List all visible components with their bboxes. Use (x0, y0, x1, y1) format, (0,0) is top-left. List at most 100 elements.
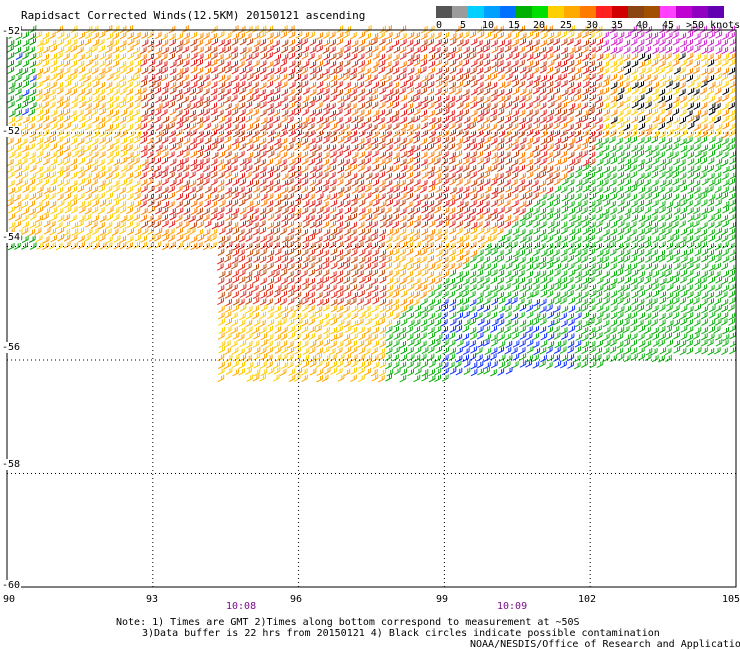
wind-barb (504, 311, 512, 319)
wind-barb (462, 164, 470, 172)
wind-barb (13, 193, 21, 202)
wind-barb (658, 200, 666, 209)
wind-barb (728, 32, 735, 40)
wind-barb (385, 108, 392, 117)
wind-barb (595, 227, 602, 235)
wind-barb (469, 199, 477, 208)
wind-barb (433, 263, 441, 271)
wind-barb (154, 31, 162, 40)
wind-barb (77, 81, 85, 89)
wind-barb (8, 213, 16, 221)
wind-barb (329, 340, 337, 349)
wind-barb (456, 220, 463, 228)
wind-barb (42, 178, 49, 187)
wind-barb (470, 116, 477, 125)
wind-barb (155, 75, 162, 83)
wind-barb (448, 290, 455, 299)
wind-barb (482, 157, 490, 165)
wind-barb (188, 215, 196, 223)
wind-barb (532, 39, 540, 47)
wind-barb (469, 95, 477, 104)
wind-barb (497, 157, 505, 165)
wind-barb (196, 207, 203, 215)
wind-barb (70, 199, 77, 207)
wind-barb (407, 353, 415, 362)
wind-barb (420, 54, 427, 62)
wind-barb (427, 255, 434, 263)
wind-barb (547, 333, 555, 341)
wind-barb (504, 220, 511, 229)
wind-barb (314, 53, 322, 62)
wind-barb (616, 333, 624, 341)
wind-barb (378, 59, 386, 68)
wind-barb (617, 178, 625, 187)
wind-barb (112, 60, 120, 68)
wind-barb (48, 31, 56, 40)
wind-barb (673, 346, 681, 354)
wind-barb (225, 248, 233, 257)
wind-barb (70, 180, 78, 188)
wind-barb (57, 46, 65, 54)
wind-barb (175, 73, 183, 82)
wind-barb (252, 165, 259, 173)
wind-barb (651, 354, 659, 363)
wind-barb (449, 38, 457, 46)
wind-barb (448, 255, 455, 263)
wind-barb (547, 340, 555, 349)
wind-barb (708, 81, 716, 90)
wind-barb (202, 115, 210, 123)
wind-barb (344, 88, 351, 96)
wind-barb (223, 95, 231, 104)
wind-barb (680, 228, 687, 236)
wind-barb (343, 276, 350, 285)
wind-barb (274, 206, 282, 214)
wind-barb (342, 158, 350, 167)
wind-barb (357, 354, 365, 362)
wind-barb (182, 80, 190, 89)
wind-barb (392, 241, 400, 250)
wind-barb (525, 360, 532, 368)
wind-barb (503, 325, 511, 334)
wind-barb (519, 304, 526, 312)
wind-barb (666, 116, 673, 124)
wind-barb (475, 312, 483, 320)
wind-barb (90, 45, 98, 53)
wind-barb (624, 158, 632, 166)
wind-barb (274, 333, 282, 342)
wind-barb (673, 116, 680, 124)
wind-barb (70, 242, 78, 250)
wind-barb (672, 81, 680, 90)
wind-barb (407, 67, 415, 75)
wind-barb (406, 46, 414, 55)
wind-barb (224, 332, 232, 340)
wind-barb (246, 179, 253, 188)
wind-barb (477, 263, 485, 271)
wind-barb (678, 284, 686, 293)
wind-barb (399, 228, 407, 236)
wind-barb (588, 165, 596, 174)
wind-barb (462, 311, 470, 319)
wind-barb (126, 151, 134, 160)
wind-barb (630, 130, 637, 138)
wind-barb (246, 283, 254, 291)
wind-barb (196, 214, 203, 222)
wind-barb (231, 25, 239, 33)
wind-barb (560, 360, 567, 369)
wind-barb (511, 59, 519, 68)
wind-barb (609, 144, 617, 153)
wind-barb (309, 340, 317, 348)
wind-barb (552, 38, 560, 46)
wind-barb (462, 192, 470, 201)
wind-barb (83, 74, 91, 83)
wind-barb (477, 31, 485, 39)
wind-barb (106, 206, 114, 214)
wind-barb (462, 333, 469, 341)
wind-barb (547, 31, 555, 40)
wind-barb (29, 192, 37, 201)
wind-barb (105, 199, 112, 207)
wind-barb (470, 88, 478, 96)
wind-barb (238, 87, 246, 95)
wind-barb (377, 241, 385, 250)
wind-barb (301, 262, 309, 270)
wind-barb (540, 283, 547, 292)
